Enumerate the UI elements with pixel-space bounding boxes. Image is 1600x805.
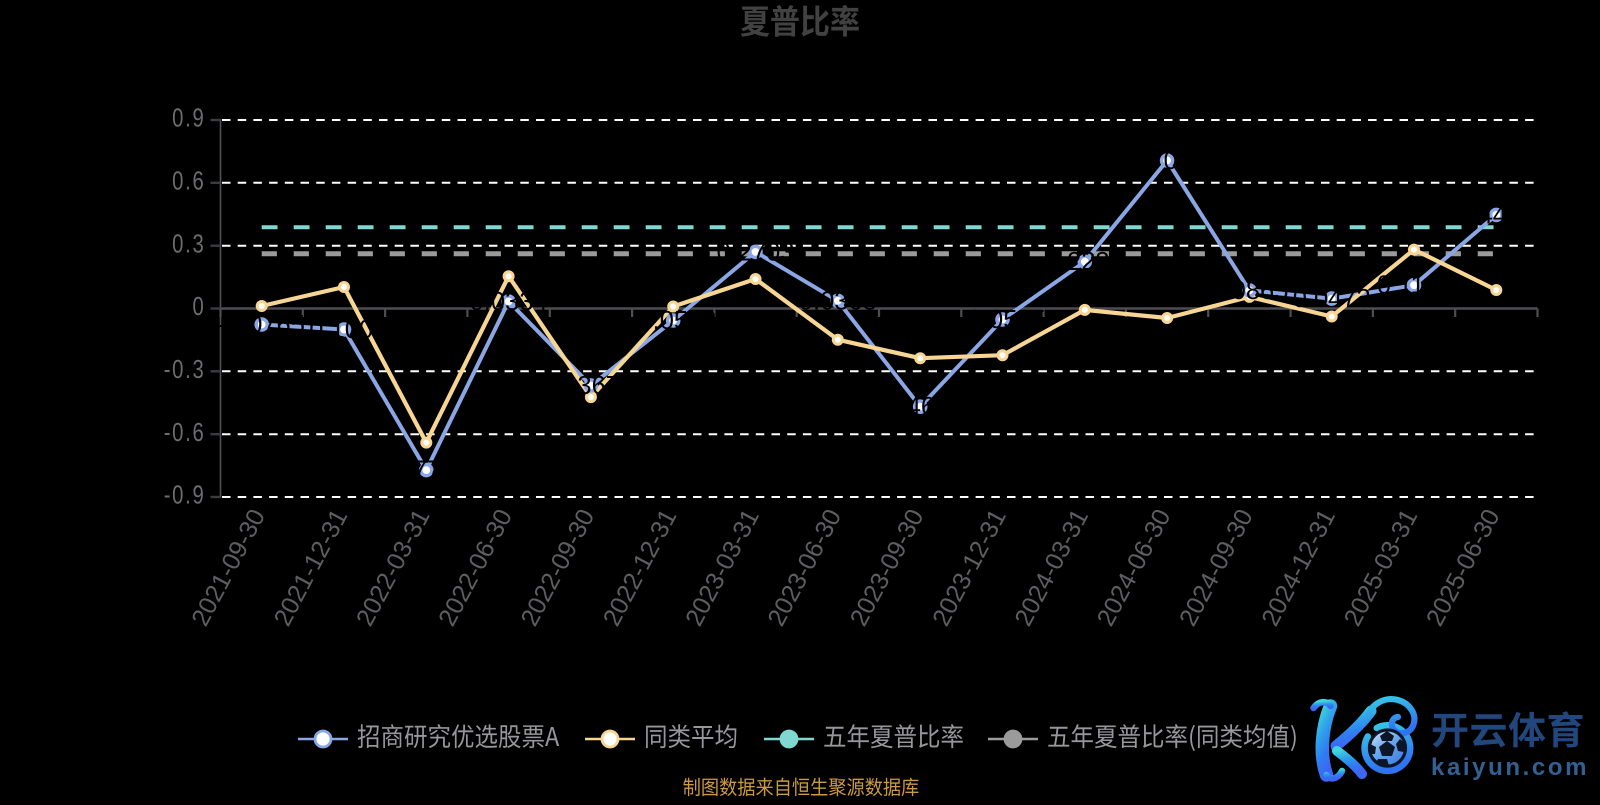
svg-text:-0.1003: -0.1003	[301, 316, 388, 344]
svg-text:0: 0	[193, 292, 206, 321]
svg-text:0.6: 0.6	[172, 166, 205, 195]
svg-text:0.7068: 0.7068	[1128, 147, 1206, 175]
svg-text:-0.7715: -0.7715	[383, 457, 470, 485]
svg-text:0.0473: 0.0473	[1293, 285, 1371, 313]
svg-text:-0.6: -0.6	[164, 417, 206, 446]
svg-text:-0.0525: -0.0525	[959, 306, 1046, 334]
svg-text:0.2703: 0.2703	[717, 238, 795, 266]
svg-text:-0.9: -0.9	[164, 480, 206, 509]
svg-text:0.0368: 0.0368	[799, 287, 877, 315]
svg-text:0.0334: 0.0334	[470, 288, 548, 316]
svg-text:-0.3: -0.3	[164, 355, 206, 384]
svg-text:-0.0573: -0.0573	[630, 307, 717, 335]
svg-text:0.1113: 0.1113	[1377, 272, 1451, 300]
svg-text:0.2236: 0.2236	[1046, 248, 1124, 276]
svg-text:0.4467: 0.4467	[1457, 201, 1535, 229]
svg-text:0.0865: 0.0865	[1210, 277, 1288, 305]
svg-text:0.3: 0.3	[172, 229, 205, 258]
svg-text:-0.0765: -0.0765	[218, 311, 305, 339]
svg-text:-0.3678: -0.3678	[548, 372, 635, 400]
svg-text:-0.4687: -0.4687	[877, 393, 964, 421]
svg-text:kaiyun.com: kaiyun.com	[1431, 754, 1589, 781]
svg-text:0.9: 0.9	[172, 103, 205, 132]
